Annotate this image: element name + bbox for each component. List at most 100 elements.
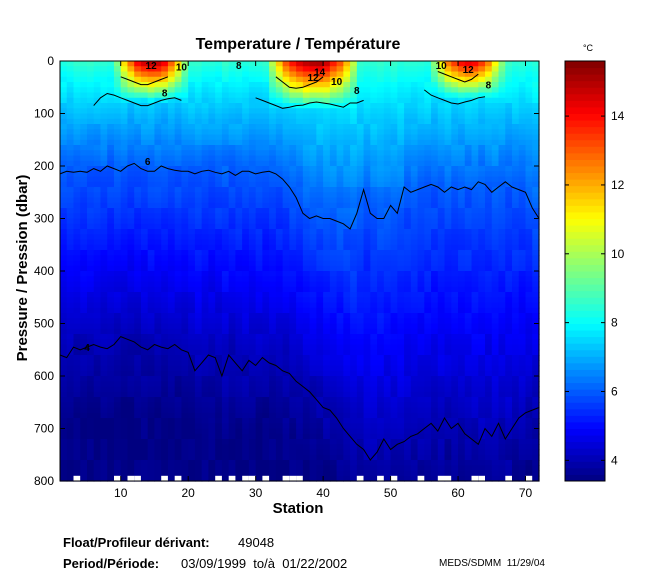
heatmap-cell — [424, 276, 432, 283]
heatmap-cell — [417, 302, 425, 309]
heatmap-cell — [127, 271, 135, 277]
heatmap-cell — [397, 139, 405, 146]
heatmap-cell — [323, 360, 331, 367]
heatmap-cell — [120, 176, 129, 183]
heatmap-cell — [235, 360, 243, 367]
heatmap-cell — [302, 328, 311, 335]
heatmap-cell — [444, 265, 452, 272]
heatmap-cell — [60, 66, 68, 73]
heatmap-cell — [296, 444, 304, 451]
heatmap-cell — [269, 418, 277, 424]
heatmap-cell — [154, 386, 162, 393]
heatmap-cell — [86, 192, 95, 199]
heatmap-cell — [336, 470, 344, 477]
heatmap-cell — [188, 145, 196, 151]
heatmap-cell — [235, 397, 243, 403]
heatmap-cell — [242, 92, 250, 99]
heatmap-cell — [282, 402, 290, 409]
heatmap-cell — [113, 349, 122, 356]
heatmap-cell — [188, 397, 196, 403]
heatmap-cell — [464, 365, 473, 372]
heatmap-cell — [134, 139, 142, 146]
heatmap-cell — [127, 192, 135, 199]
heatmap-cell — [377, 433, 385, 440]
heatmap-cell — [417, 271, 425, 277]
heatmap-cell — [296, 250, 304, 256]
heatmap-cell — [248, 334, 257, 340]
heatmap-cell — [370, 360, 378, 367]
heatmap-cell — [377, 145, 385, 151]
heatmap-cell — [417, 118, 425, 125]
heatmap-cell — [201, 197, 210, 204]
heatmap-cell — [107, 113, 115, 120]
heatmap-cell — [120, 449, 129, 456]
heatmap-cell — [309, 229, 317, 235]
heatmap-cell — [242, 334, 250, 340]
heatmap-cell — [93, 160, 102, 167]
heatmap-cell — [444, 103, 452, 109]
heatmap-cell — [323, 197, 331, 204]
heatmap-cell — [167, 339, 176, 346]
heatmap-cell — [242, 286, 250, 293]
heatmap-cell — [377, 171, 385, 178]
heatmap-cell — [80, 418, 88, 424]
heatmap-cell — [208, 71, 216, 78]
heatmap-cell — [201, 145, 210, 151]
heatmap-cell — [80, 470, 88, 477]
heatmap-cell — [154, 334, 162, 340]
heatmap-cell — [329, 208, 338, 214]
heatmap-cell — [73, 313, 81, 319]
heatmap-cell — [410, 397, 419, 403]
heatmap-cell — [107, 229, 115, 235]
heatmap-cell — [471, 292, 479, 298]
heatmap-cell — [147, 76, 156, 83]
heatmap-cell — [437, 118, 446, 125]
heatmap-cell — [478, 108, 486, 115]
heatmap-cell — [188, 129, 196, 136]
heatmap-cell — [113, 87, 122, 94]
heatmap-cell — [316, 276, 324, 283]
heatmap-cell — [188, 276, 196, 283]
heatmap-cell — [127, 370, 135, 377]
heatmap-cell — [248, 365, 257, 372]
heatmap-cell — [120, 418, 129, 424]
heatmap-cell — [262, 313, 270, 319]
heatmap-cell — [86, 76, 95, 83]
heatmap-cell — [390, 418, 398, 424]
heatmap-cell — [370, 376, 378, 382]
heatmap-cell — [464, 423, 473, 430]
heatmap-cell — [100, 145, 108, 151]
heatmap-cell — [343, 307, 351, 314]
heatmap-cell — [93, 428, 102, 435]
heatmap-cell — [120, 239, 129, 246]
heatmap-cell — [383, 250, 392, 256]
heatmap-cell — [471, 470, 479, 477]
heatmap-cell — [296, 428, 304, 435]
heatmap-cell — [235, 365, 243, 372]
heatmap-cell — [255, 229, 263, 235]
heatmap-cell — [451, 470, 459, 477]
heatmap-cell — [113, 318, 122, 325]
heatmap-cell — [60, 370, 68, 377]
heatmap-cell — [107, 265, 115, 272]
heatmap-cell — [140, 118, 149, 125]
heatmap-cell — [329, 365, 338, 372]
heatmap-cell — [86, 176, 95, 183]
heatmap-cell — [188, 82, 196, 88]
heatmap-cell — [127, 334, 135, 340]
heatmap-cell — [248, 297, 257, 304]
heatmap-cell — [201, 139, 210, 146]
heatmap-cell — [181, 139, 189, 146]
heatmap-cell — [424, 187, 432, 193]
heatmap-cell — [471, 349, 479, 356]
heatmap-cell — [140, 297, 149, 304]
heatmap-cell — [134, 234, 142, 241]
heatmap-cell — [73, 407, 81, 414]
heatmap-cell — [309, 124, 317, 130]
heatmap-cell — [154, 439, 162, 445]
heatmap-cell — [167, 449, 176, 456]
heatmap-cell — [221, 365, 230, 372]
heatmap-cell — [296, 454, 304, 461]
heatmap-cell — [424, 66, 432, 73]
heatmap-cell — [93, 407, 102, 414]
